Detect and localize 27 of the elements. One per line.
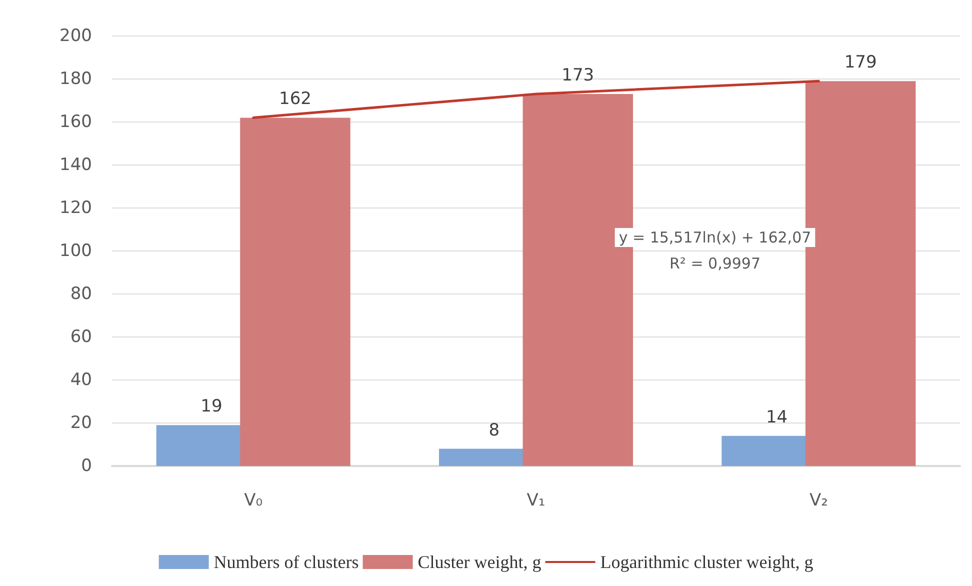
y-tick-label: 60 — [70, 327, 92, 347]
data-label: 19 — [200, 396, 222, 417]
y-tick-label: 180 — [60, 69, 92, 89]
legend-label: Logarithmic cluster weight, g — [600, 552, 814, 572]
y-tick-label: 20 — [70, 413, 92, 433]
data-label: 8 — [488, 420, 500, 440]
x-tick-label: V₀ — [244, 490, 263, 510]
data-label: 14 — [766, 407, 788, 428]
y-tick-label: 80 — [70, 284, 92, 304]
data-label: 179 — [844, 52, 877, 73]
legend-label: Numbers of clusters — [214, 552, 359, 572]
annotation: R² = 0,9997 — [669, 254, 761, 272]
data-label: 173 — [562, 66, 594, 86]
bar — [240, 118, 350, 466]
y-tick-label: 100 — [60, 241, 92, 261]
y-tick-label: 140 — [60, 155, 92, 175]
y-tick-label: 200 — [60, 26, 92, 46]
legend-label: Cluster weight, g — [418, 552, 542, 572]
y-tick-label: 120 — [60, 198, 92, 218]
y-tick-label: 0 — [81, 456, 92, 476]
bar — [522, 94, 634, 466]
y-tick-label: 40 — [70, 370, 92, 390]
annotation: y = 15,517ln(x) + 162,07 — [618, 228, 812, 246]
x-tick-label: V₂ — [809, 490, 828, 510]
x-tick-label: V₁ — [526, 490, 546, 510]
y-tick-label: 160 — [60, 112, 92, 132]
data-label: 162 — [279, 89, 312, 110]
